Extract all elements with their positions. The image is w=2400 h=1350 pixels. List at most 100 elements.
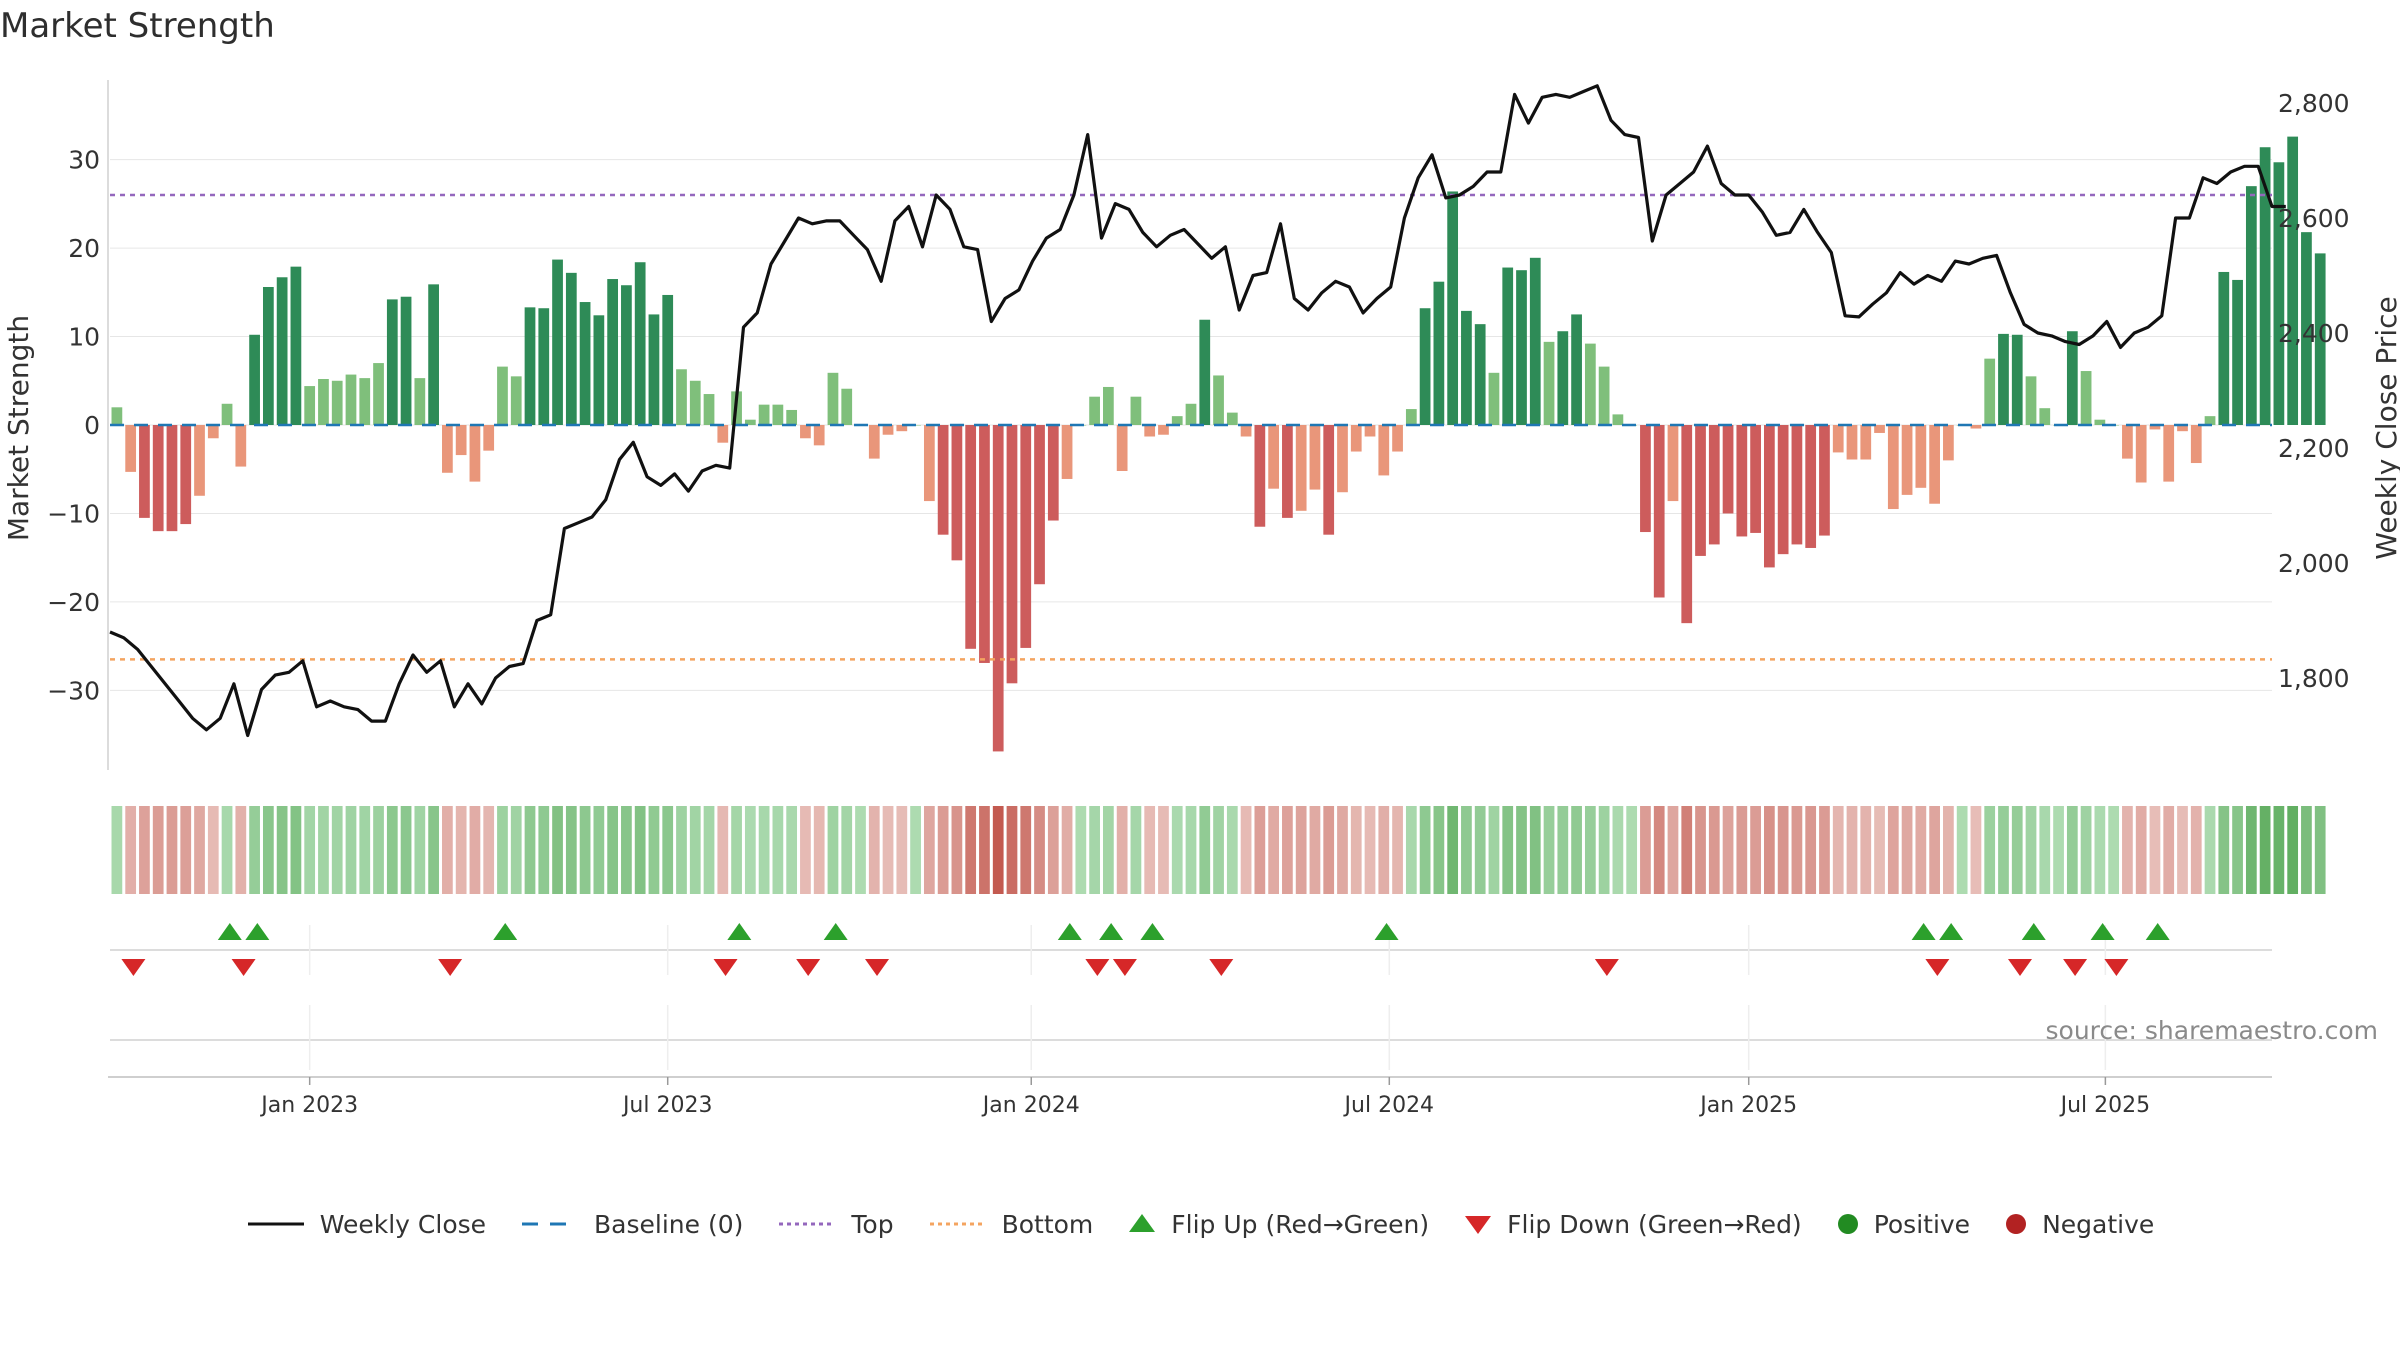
strength-bar (2190, 425, 2202, 464)
strength-bar (318, 379, 329, 425)
strength-bar (1282, 425, 1293, 518)
flip-up-marker (1911, 923, 1936, 940)
y-right-axis-title: Weekly Close Price (2370, 296, 2400, 559)
strength-bar (1791, 425, 1803, 545)
strength-bar (1805, 425, 1817, 548)
strength-bar (180, 425, 192, 525)
price-line-layer (109, 84, 2286, 738)
flip-down-marker (121, 959, 146, 976)
heat-cell (194, 806, 205, 894)
heat-cell (744, 806, 756, 894)
heat-cell (882, 806, 894, 894)
strength-bar (965, 425, 977, 649)
left-tick-label: 0 (84, 411, 100, 440)
heat-cell (2259, 806, 2271, 894)
legend-label: Top (851, 1209, 894, 1239)
heat-cell (1681, 806, 1693, 894)
heat-cell (937, 806, 949, 894)
strength-bar (634, 262, 646, 425)
strength-bar (1213, 375, 1224, 425)
legend-item-weekly-close: Weekly Close (246, 1210, 486, 1239)
heat-cell (951, 806, 963, 894)
heat-cell (2039, 806, 2051, 894)
strength-bar (1144, 425, 1156, 437)
strength-bar (1929, 425, 1940, 504)
x-tick-label: Jul 2025 (2059, 1093, 2151, 1118)
heat-cell (2218, 806, 2230, 894)
legend-label: Positive (1873, 1209, 1971, 1239)
strength-bar (2301, 232, 2312, 425)
legend-item-flip-down: Flip Down (Green→Red) (1463, 1210, 1802, 1239)
strength-bar (1901, 425, 1913, 495)
strength-bar (1736, 425, 1748, 537)
strength-bar (1598, 366, 1610, 425)
strength-bar (923, 425, 935, 502)
heat-cell (304, 806, 316, 894)
heat-cell (235, 806, 247, 894)
strength-bar (1268, 425, 1279, 489)
heat-cell (717, 806, 729, 894)
legend-label: Bottom (1001, 1209, 1094, 1239)
strength-bar (2163, 425, 2175, 482)
heat-cell (1199, 806, 1211, 894)
heat-cell (1116, 806, 1128, 894)
heat-cell (1722, 806, 1734, 894)
legend-label: Baseline (0) (594, 1209, 744, 1239)
strength-bar (276, 277, 288, 425)
heat-cell (2204, 806, 2216, 894)
heat-cell (703, 806, 715, 894)
strength-bar (2039, 408, 2051, 425)
heat-cell (2287, 806, 2299, 894)
strength-bar (1653, 425, 1665, 598)
legend-item-baseline: Baseline (0) (520, 1210, 743, 1239)
heat-cell (1213, 806, 1224, 894)
heat-cell (249, 806, 260, 894)
heat-cell (676, 806, 687, 894)
strength-bar (469, 425, 481, 482)
strength-bar (1819, 425, 1830, 536)
strength-bar (703, 394, 715, 425)
heat-cell (483, 806, 495, 894)
strength-bar (1984, 358, 1996, 425)
strength-bar (497, 366, 508, 425)
strength-bar (442, 425, 453, 473)
x-tick-label: Jan 2024 (981, 1093, 1080, 1118)
strength-bar (1998, 333, 2009, 425)
heat-cell (1708, 806, 1720, 894)
heat-cell (772, 806, 784, 894)
strength-bar (373, 363, 384, 425)
heat-cell (1763, 806, 1775, 894)
heat-cell (1392, 806, 1403, 894)
flip-up-marker (2021, 923, 2046, 940)
strength-bar (676, 369, 687, 425)
heat-cell (1805, 806, 1817, 894)
strength-bar (1199, 319, 1211, 425)
heat-cell (2011, 806, 2023, 894)
strength-bar (937, 425, 949, 535)
strength-bar (2232, 279, 2243, 425)
strength-bar (194, 425, 205, 496)
heat-cell (276, 806, 288, 894)
strength-bar (579, 302, 591, 425)
heat-cell (1598, 806, 1610, 894)
strength-bar (207, 425, 219, 439)
heat-cell (1750, 806, 1761, 894)
flip-down-marker (1925, 959, 1950, 976)
dotted-purple-swatch-icon (779, 1222, 836, 1226)
heat-cell (579, 806, 591, 894)
strength-bar (483, 425, 495, 451)
strength-bar (1502, 267, 1514, 425)
heat-cell (1461, 806, 1472, 894)
strength-bar (2149, 425, 2161, 430)
strength-bar (1640, 425, 1651, 533)
strength-bar (345, 374, 357, 425)
heat-cell (1860, 806, 1872, 894)
heat-cell (731, 806, 742, 894)
flip-down-marker (1209, 959, 1234, 976)
flip-up-marker (823, 923, 848, 940)
strength-bar (125, 425, 137, 472)
flip-up-marker (1099, 923, 1124, 940)
heat-cell (1350, 806, 1362, 894)
heat-cell (1695, 806, 1706, 894)
left-tick-label: 10 (68, 323, 100, 352)
